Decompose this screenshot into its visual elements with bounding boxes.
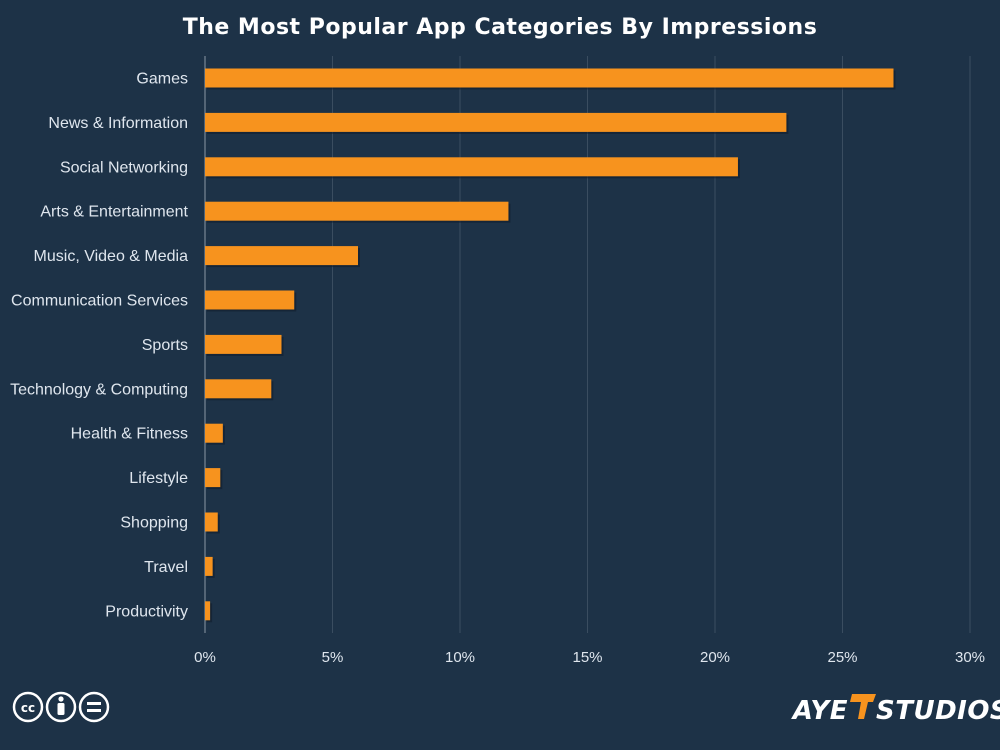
x-tick-label: 5%: [322, 649, 344, 666]
brand-y-icon: [850, 694, 876, 719]
license-icons: cc: [12, 691, 110, 723]
category-label: Lifestyle: [129, 470, 188, 487]
brand-left-text: AYE: [791, 696, 848, 726]
category-label: Sports: [142, 337, 188, 354]
x-tick-labels: 0% 5% 10% 15% 20% 25% 30%: [194, 649, 985, 666]
category-label: Health & Fitness: [71, 426, 188, 443]
bars: [205, 68, 896, 623]
no-derivatives-icon: [78, 691, 110, 723]
category-label: Communication Services: [11, 293, 188, 310]
x-tick-label: 30%: [955, 649, 985, 666]
category-label: Music, Video & Media: [34, 248, 189, 265]
svg-text:cc: cc: [21, 701, 35, 715]
brand-logo: AYE STUDIOS: [791, 694, 1000, 726]
bar: [205, 246, 358, 266]
bar: [205, 201, 509, 221]
bar: [205, 157, 738, 177]
bar: [205, 379, 272, 399]
category-label: News & Information: [48, 115, 188, 132]
category-label: Arts & Entertainment: [40, 204, 188, 221]
bar: [205, 112, 787, 132]
bar: [205, 601, 211, 621]
chart-title: The Most Popular App Categories By Impre…: [183, 15, 818, 40]
cc-icon: cc: [12, 691, 44, 723]
bar: [205, 556, 213, 576]
x-tick-label: 25%: [827, 649, 857, 666]
x-tick-label: 10%: [445, 649, 475, 666]
category-label: Technology & Computing: [10, 381, 188, 398]
category-label: Shopping: [120, 515, 188, 532]
category-label: Social Networking: [60, 159, 188, 176]
category-labels: Games News & Information Social Networking…: [10, 71, 188, 621]
attribution-icon: [45, 691, 77, 723]
bar: [205, 468, 221, 488]
category-label: Games: [136, 71, 188, 88]
x-tick-label: 0%: [194, 649, 216, 666]
bar: [205, 423, 223, 443]
x-tick-label: 20%: [700, 649, 730, 666]
bar: [205, 68, 894, 88]
category-label: Productivity: [105, 603, 188, 620]
grid-lines: [204, 56, 971, 633]
x-tick-label: 15%: [572, 649, 602, 666]
brand-right-text: STUDIOS: [876, 696, 1000, 726]
category-label: Travel: [144, 559, 188, 576]
bar: [205, 290, 295, 310]
bar: [205, 512, 218, 532]
bar: [205, 334, 282, 354]
